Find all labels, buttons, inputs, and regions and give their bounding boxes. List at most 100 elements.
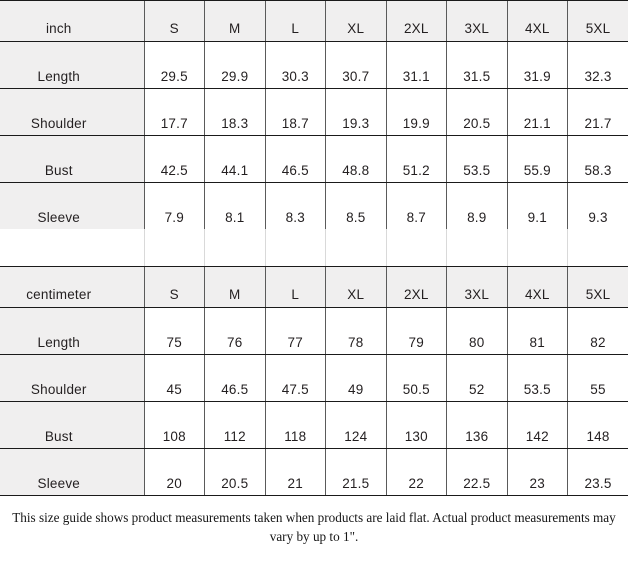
cell-shoulder-4xl: 53.5 (506, 354, 568, 402)
cell-shoulder-xl: 49 (325, 354, 386, 402)
cell-sleeve-s: 20 (143, 448, 205, 496)
cell-length-m: 76 (204, 307, 265, 355)
unit-header-inch: inch (0, 0, 144, 42)
cell-bust-3xl: 136 (446, 401, 507, 449)
cell-bust-l: 46.5 (264, 135, 326, 183)
table-row: Sleeve 20 20.5 21 21.5 22 22.5 23 23.5 (0, 448, 628, 496)
column-header-s: S (143, 0, 205, 42)
column-header-2xl: 2XL (385, 266, 447, 308)
cell-bust-s: 42.5 (143, 135, 205, 183)
table-separator-gap (0, 229, 628, 267)
cell-sleeve-5xl: 9.3 (567, 182, 628, 230)
cell-length-3xl: 80 (446, 307, 507, 355)
column-guide-4 (325, 229, 326, 267)
cell-bust-l: 118 (264, 401, 326, 449)
column-header-m: M (204, 0, 265, 42)
row-label-sleeve: Sleeve (0, 448, 144, 496)
cell-shoulder-l: 18.7 (264, 88, 326, 136)
column-header-l: L (264, 0, 326, 42)
row-label-length: Length (0, 307, 144, 355)
column-guide-6 (446, 229, 447, 267)
column-header-xl: XL (325, 266, 386, 308)
cell-length-xl: 78 (325, 307, 386, 355)
cell-length-l: 30.3 (264, 41, 326, 89)
cell-shoulder-2xl: 19.9 (385, 88, 447, 136)
cell-length-4xl: 81 (506, 307, 568, 355)
column-header-4xl: 4XL (506, 0, 568, 42)
cell-sleeve-m: 8.1 (204, 182, 265, 230)
table-row: Bust 108 112 118 124 130 136 142 148 (0, 401, 628, 449)
table-row: Shoulder 45 46.5 47.5 49 50.5 52 53.5 55 (0, 354, 628, 402)
cell-shoulder-m: 18.3 (204, 88, 265, 136)
size-table-inch-body: inch S M L XL 2XL 3XL 4XL 5XL Length 29.… (0, 0, 628, 230)
column-header-m: M (204, 266, 265, 308)
cell-bust-5xl: 148 (567, 401, 628, 449)
cell-shoulder-l: 47.5 (264, 354, 326, 402)
cell-sleeve-3xl: 22.5 (446, 448, 507, 496)
cell-shoulder-4xl: 21.1 (506, 88, 568, 136)
cell-length-s: 75 (143, 307, 205, 355)
table-row: Length 29.5 29.9 30.3 30.7 31.1 31.5 31.… (0, 41, 628, 89)
cell-length-2xl: 31.1 (385, 41, 447, 89)
size-guide-disclaimer: This size guide shows product measuremen… (12, 510, 616, 545)
cell-length-l: 77 (264, 307, 326, 355)
row-label-bust: Bust (0, 135, 144, 183)
table-header-row: inch S M L XL 2XL 3XL 4XL 5XL (0, 0, 628, 42)
cell-shoulder-xl: 19.3 (325, 88, 386, 136)
table-row: Length 75 76 77 78 79 80 81 82 (0, 307, 628, 355)
cell-bust-m: 44.1 (204, 135, 265, 183)
column-guide-5 (385, 229, 387, 267)
cell-bust-s: 108 (143, 401, 205, 449)
row-label-length: Length (0, 41, 144, 89)
column-guide-7 (506, 229, 508, 267)
cell-bust-4xl: 142 (506, 401, 568, 449)
cell-bust-xl: 124 (325, 401, 386, 449)
table-row: Shoulder 17.7 18.3 18.7 19.3 19.9 20.5 2… (0, 88, 628, 136)
column-header-2xl: 2XL (385, 0, 447, 42)
cell-length-xl: 30.7 (325, 41, 386, 89)
size-table-centimeter: centimeter S M L XL 2XL 3XL 4XL 5XL Leng… (0, 266, 628, 496)
column-header-5xl: 5XL (567, 266, 628, 308)
row-label-bust: Bust (0, 401, 144, 449)
cell-shoulder-3xl: 52 (446, 354, 507, 402)
table-header-row: centimeter S M L XL 2XL 3XL 4XL 5XL (0, 266, 628, 308)
cell-shoulder-2xl: 50.5 (385, 354, 447, 402)
cell-bust-4xl: 55.9 (506, 135, 568, 183)
size-table-centimeter-body: centimeter S M L XL 2XL 3XL 4XL 5XL Leng… (0, 266, 628, 496)
cell-shoulder-5xl: 55 (567, 354, 628, 402)
row-label-shoulder: Shoulder (0, 354, 144, 402)
table-row: Bust 42.5 44.1 46.5 48.8 51.2 53.5 55.9 … (0, 135, 628, 183)
column-guide-3 (264, 229, 266, 267)
row-label-sleeve: Sleeve (0, 182, 144, 230)
column-header-l: L (264, 266, 326, 308)
cell-sleeve-2xl: 8.7 (385, 182, 447, 230)
column-guide-8 (567, 229, 568, 267)
cell-sleeve-m: 20.5 (204, 448, 265, 496)
cell-length-3xl: 31.5 (446, 41, 507, 89)
cell-bust-2xl: 51.2 (385, 135, 447, 183)
column-header-3xl: 3XL (446, 266, 507, 308)
unit-header-centimeter: centimeter (0, 266, 144, 308)
cell-bust-m: 112 (204, 401, 265, 449)
cell-sleeve-4xl: 9.1 (506, 182, 568, 230)
column-header-4xl: 4XL (506, 266, 568, 308)
cell-sleeve-4xl: 23 (506, 448, 568, 496)
cell-length-2xl: 79 (385, 307, 447, 355)
table-row: Sleeve 7.9 8.1 8.3 8.5 8.7 8.9 9.1 9.3 (0, 182, 628, 230)
column-header-s: S (143, 266, 205, 308)
cell-sleeve-xl: 21.5 (325, 448, 386, 496)
cell-sleeve-2xl: 22 (385, 448, 447, 496)
cell-sleeve-3xl: 8.9 (446, 182, 507, 230)
cell-length-s: 29.5 (143, 41, 205, 89)
cell-sleeve-l: 21 (264, 448, 326, 496)
cell-shoulder-s: 45 (143, 354, 205, 402)
cell-bust-xl: 48.8 (325, 135, 386, 183)
cell-sleeve-s: 7.9 (143, 182, 205, 230)
column-header-5xl: 5XL (567, 0, 628, 42)
cell-bust-3xl: 53.5 (446, 135, 507, 183)
cell-sleeve-l: 8.3 (264, 182, 326, 230)
cell-shoulder-5xl: 21.7 (567, 88, 628, 136)
cell-length-4xl: 31.9 (506, 41, 568, 89)
cell-length-5xl: 32.3 (567, 41, 628, 89)
